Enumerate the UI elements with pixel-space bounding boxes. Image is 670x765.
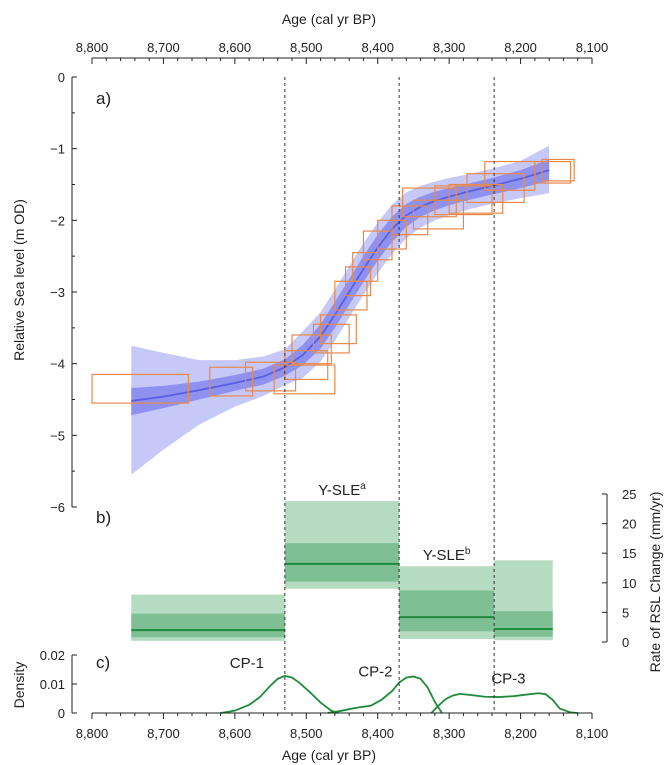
- y-tick-label-rsl: −5: [50, 428, 65, 443]
- index-point-box: [209, 366, 254, 397]
- panel-c-density: CP-1 CP-2 CP-3: [220, 655, 578, 714]
- top-x-tick-label: 8,800: [76, 40, 109, 55]
- index-point-box: [312, 323, 350, 354]
- index-point-box: [402, 187, 457, 218]
- rsl-median-path: [131, 169, 550, 402]
- index-point-box: [434, 185, 493, 216]
- bottom-x-tick-label: 8,300: [433, 726, 466, 741]
- y-tick-label-rsl: −4: [50, 357, 65, 372]
- panel-label-c: c): [96, 653, 110, 672]
- y-tick-label-rsl: −1: [50, 142, 65, 157]
- panel-label-a: a): [96, 89, 111, 108]
- density-curve: [327, 675, 443, 714]
- rate-68-band: [131, 613, 285, 638]
- y-tick-label-rsl: 0: [58, 70, 65, 85]
- bottom-x-tick-label: 8,100: [576, 726, 609, 741]
- rsl-median-line: [131, 169, 550, 402]
- top-x-tick-label: 8,200: [504, 40, 537, 55]
- bottom-x-tick-label: 8,800: [76, 726, 109, 741]
- rate-68-band: [399, 590, 495, 632]
- y-tick-label-rate: 5: [622, 605, 629, 620]
- y-tick-label-rate: 10: [622, 576, 636, 591]
- segment-label: Y-SLEb: [423, 546, 471, 564]
- top-x-axis-title: Age (cal yr BP): [282, 11, 376, 27]
- y-tick-label-rate: 0: [622, 635, 629, 650]
- y-axis-title-rate: Rate of RSL Change (mm/yr): [647, 492, 663, 673]
- panel-a-rsl: [91, 145, 575, 475]
- segment-label: Y-SLEa: [318, 481, 366, 499]
- changepoint-lines: [284, 77, 495, 713]
- bottom-x-tick-label: 8,400: [361, 726, 394, 741]
- density-curve: [430, 692, 578, 714]
- top-x-tick-label: 8,500: [290, 40, 323, 55]
- y-tick-label-rsl: −2: [50, 213, 65, 228]
- top-x-tick-label: 8,300: [433, 40, 466, 55]
- bottom-x-axis-title: Age (cal yr BP): [282, 747, 376, 763]
- y-tick-label-rsl: −6: [50, 500, 65, 515]
- top-x-tick-label: 8,100: [576, 40, 609, 55]
- bottom-x-tick-label: 8,600: [219, 726, 252, 741]
- index-point-box: [541, 158, 575, 182]
- y-axis-title-rsl: Relative Sea level (m OD): [11, 199, 27, 361]
- rsl-68-band: [131, 159, 550, 416]
- index-point-box: [319, 314, 357, 345]
- y-tick-label-density: 0.01: [40, 677, 65, 692]
- axes: 8,800 8,700 8,600 8,500 8,400 8,300 8,200 8,100…: [40, 40, 637, 741]
- bottom-x-tick-label: 8,700: [147, 726, 180, 741]
- index-points: [91, 158, 575, 404]
- y-tick-label-density: 0.02: [40, 648, 65, 663]
- y-tick-label-rsl: −3: [50, 285, 65, 300]
- bottom-x-tick-label: 8,500: [290, 726, 323, 741]
- index-point-box: [291, 334, 332, 365]
- index-point-box: [391, 205, 429, 236]
- changepoint-label: CP-3: [491, 670, 525, 687]
- index-point-box: [273, 364, 336, 395]
- index-point-box: [352, 251, 379, 282]
- y-tick-label-rate: 25: [622, 487, 636, 502]
- y-axis-title-density: Density: [11, 662, 27, 709]
- top-x-tick-label: 8,600: [219, 40, 252, 55]
- index-point-box: [244, 361, 297, 392]
- index-point-box: [91, 373, 190, 404]
- rate-68-band: [494, 611, 553, 637]
- rate-68-band: [284, 543, 400, 582]
- changepoint-label: CP-1: [230, 655, 264, 672]
- index-point-box: [466, 173, 525, 204]
- y-tick-label-rate: 15: [622, 546, 636, 561]
- changepoint-label: CP-2: [358, 663, 392, 680]
- top-x-tick-label: 8,400: [361, 40, 394, 55]
- density-curve: [220, 674, 339, 714]
- panel-label-b: b): [96, 508, 111, 527]
- rsl-68-band-area: [131, 159, 550, 416]
- labels: Age (cal yr BP) Relative Sea level (m OD…: [11, 11, 663, 763]
- index-point-box: [534, 160, 572, 184]
- panel-b-rate: Y-SLEa Y-SLEb: [131, 481, 553, 641]
- bottom-x-tick-label: 8,200: [504, 726, 537, 741]
- index-point-box: [448, 183, 504, 214]
- top-x-tick-label: 8,700: [147, 40, 180, 55]
- y-tick-label-density: 0: [58, 706, 65, 721]
- y-tick-label-rate: 20: [622, 517, 636, 532]
